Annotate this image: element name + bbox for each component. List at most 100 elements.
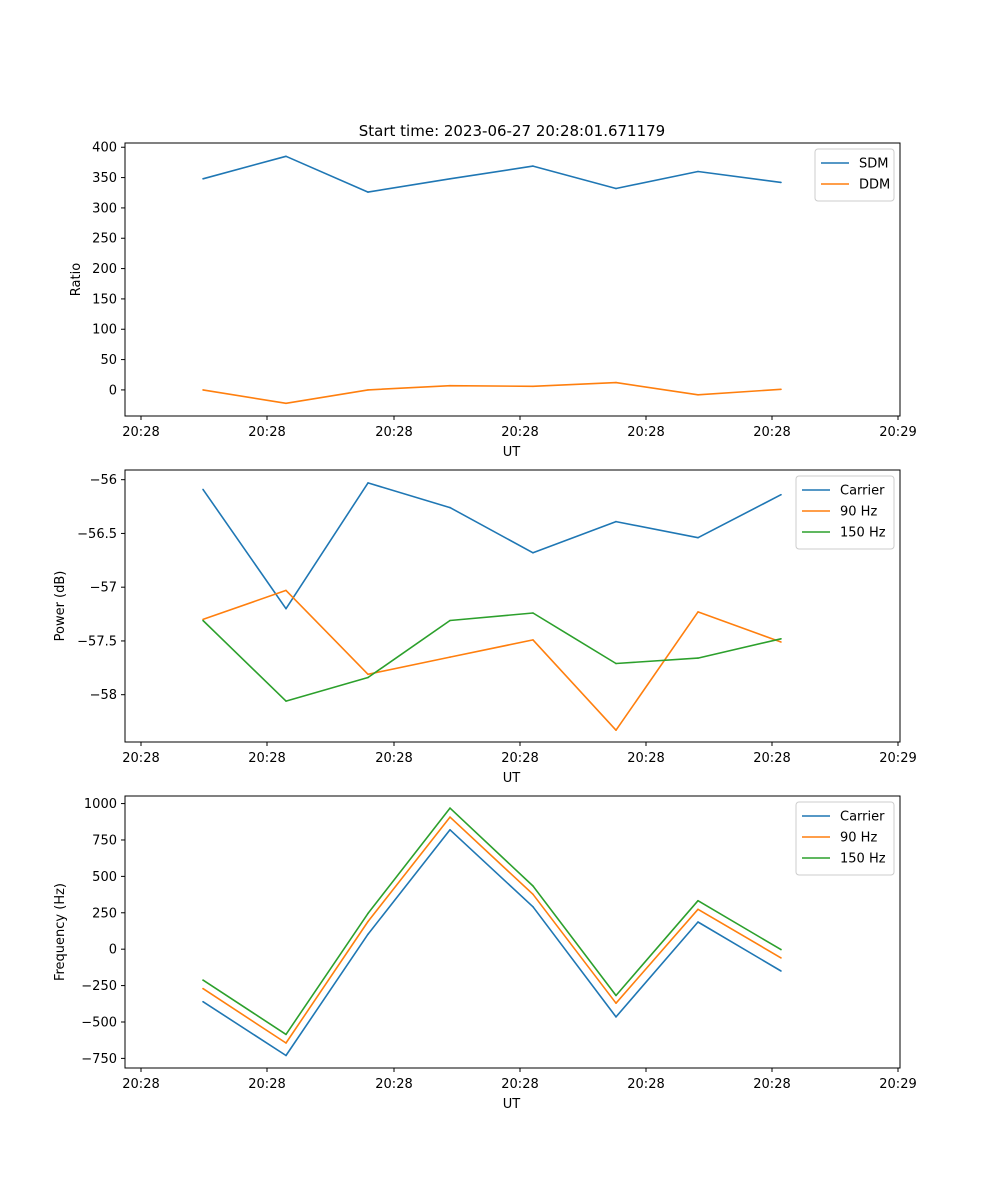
data-point	[697, 536, 699, 539]
series-ddm	[202, 381, 782, 405]
data-point	[780, 957, 782, 959]
legend-box	[795, 475, 895, 550]
y-tick-label: −500	[81, 1015, 117, 1030]
data-point	[615, 994, 617, 997]
data-point	[367, 389, 369, 391]
data-point	[449, 656, 451, 658]
y-tick-label: 200	[92, 262, 117, 277]
data-point	[615, 1016, 617, 1018]
data-point	[697, 899, 699, 902]
series-line	[202, 828, 782, 1057]
x-tick-label: 20:28	[375, 425, 412, 440]
y-tick-label: 0	[109, 383, 117, 398]
data-point	[780, 493, 782, 496]
data-point	[367, 912, 369, 915]
data-point	[532, 885, 534, 887]
series-sdm	[202, 155, 782, 193]
series-carrier	[202, 828, 782, 1057]
series-line	[202, 589, 782, 732]
data-point	[532, 385, 534, 388]
subplots: 20:28 20:28 20:28 20:28 20:28 20:28 20:29 0 50 10…	[53, 141, 917, 1112]
x-tick-label: 20:29	[879, 1077, 916, 1092]
data-point	[202, 488, 204, 491]
data-point	[285, 155, 287, 158]
data-point	[202, 618, 204, 621]
y-tick-label: 400	[92, 141, 117, 156]
legend-label: 90 Hz	[840, 831, 877, 846]
data-point	[285, 700, 287, 702]
legend-box	[795, 801, 895, 876]
data-point	[780, 948, 782, 951]
data-point	[449, 807, 451, 809]
data-point	[532, 612, 534, 614]
legend-label: 150 Hz	[840, 526, 886, 541]
x-tick-label: 20:28	[753, 751, 790, 766]
series-line	[202, 482, 782, 610]
series-150-hz	[202, 612, 782, 702]
y-tick-label: 350	[92, 171, 117, 186]
legend: Carrier 90 Hz 150 Hz	[795, 475, 895, 550]
data-point	[532, 552, 534, 554]
data-point	[615, 520, 617, 523]
data-point	[285, 1042, 287, 1044]
legend-label: 90 Hz	[840, 505, 877, 520]
series-line	[202, 155, 782, 193]
chart-panel-3: 20:28 20:28 20:28 20:28 20:28 20:28 20:29 −750 −…	[53, 795, 917, 1112]
x-tick-label: 20:29	[879, 425, 916, 440]
data-point	[532, 893, 534, 896]
legend-label: 150 Hz	[840, 852, 886, 867]
series-line	[202, 381, 782, 405]
data-point	[780, 638, 782, 640]
data-point	[449, 829, 451, 831]
x-tick-label: 20:28	[122, 751, 159, 766]
data-point	[285, 1054, 287, 1057]
data-point	[697, 657, 699, 659]
plot-frame	[124, 795, 901, 1069]
x-tick-label: 20:28	[627, 425, 664, 440]
data-point	[449, 178, 451, 180]
data-point	[367, 482, 369, 484]
data-point	[367, 676, 369, 679]
y-tick-label: −58	[90, 688, 117, 703]
plot-frame	[124, 142, 901, 417]
data-point	[615, 381, 617, 384]
data-point	[780, 970, 782, 972]
y-tick-label: −57.5	[77, 634, 117, 649]
chart-panel-2: 20:28 20:28 20:28 20:28 20:28 20:28 20:29 −56 −5…	[53, 469, 917, 786]
x-tick-label: 20:28	[627, 1077, 664, 1092]
chart-panel-1: 20:28 20:28 20:28 20:28 20:28 20:28 20:29 0 50 10…	[69, 141, 917, 460]
data-point	[202, 1000, 204, 1003]
figure-title: Start time: 2023-06-27 20:28:01.671179	[359, 122, 665, 140]
data-point	[449, 384, 451, 387]
series-line	[202, 816, 782, 1044]
data-point	[532, 906, 534, 908]
series-line	[202, 612, 782, 702]
y-tick-label: 300	[92, 201, 117, 216]
data-point	[449, 506, 451, 509]
data-point	[615, 187, 617, 190]
x-tick-label: 20:28	[501, 1077, 538, 1092]
x-tick-label: 20:28	[501, 751, 538, 766]
y-tick-label: −57	[90, 581, 117, 596]
y-axis-label: Frequency (Hz)	[53, 883, 68, 981]
legend-box	[814, 148, 895, 202]
y-tick-label: 1000	[84, 797, 117, 812]
x-tick-label: 20:28	[248, 425, 285, 440]
x-tick-label: 20:28	[375, 1077, 412, 1092]
data-point	[615, 662, 617, 665]
data-point	[202, 619, 204, 622]
series-carrier	[202, 482, 782, 610]
data-point	[285, 589, 287, 592]
x-tick-label: 20:28	[248, 751, 285, 766]
y-tick-label: 250	[92, 906, 117, 921]
legend: Carrier 90 Hz 150 Hz	[795, 801, 895, 876]
x-tick-label: 20:29	[879, 751, 916, 766]
data-point	[202, 987, 204, 990]
y-tick-label: −56	[90, 473, 117, 488]
y-tick-label: −750	[81, 1052, 117, 1067]
y-axis-label: Ratio	[69, 263, 84, 296]
series-line	[202, 807, 782, 1036]
data-point	[780, 641, 782, 643]
data-point	[532, 639, 534, 641]
